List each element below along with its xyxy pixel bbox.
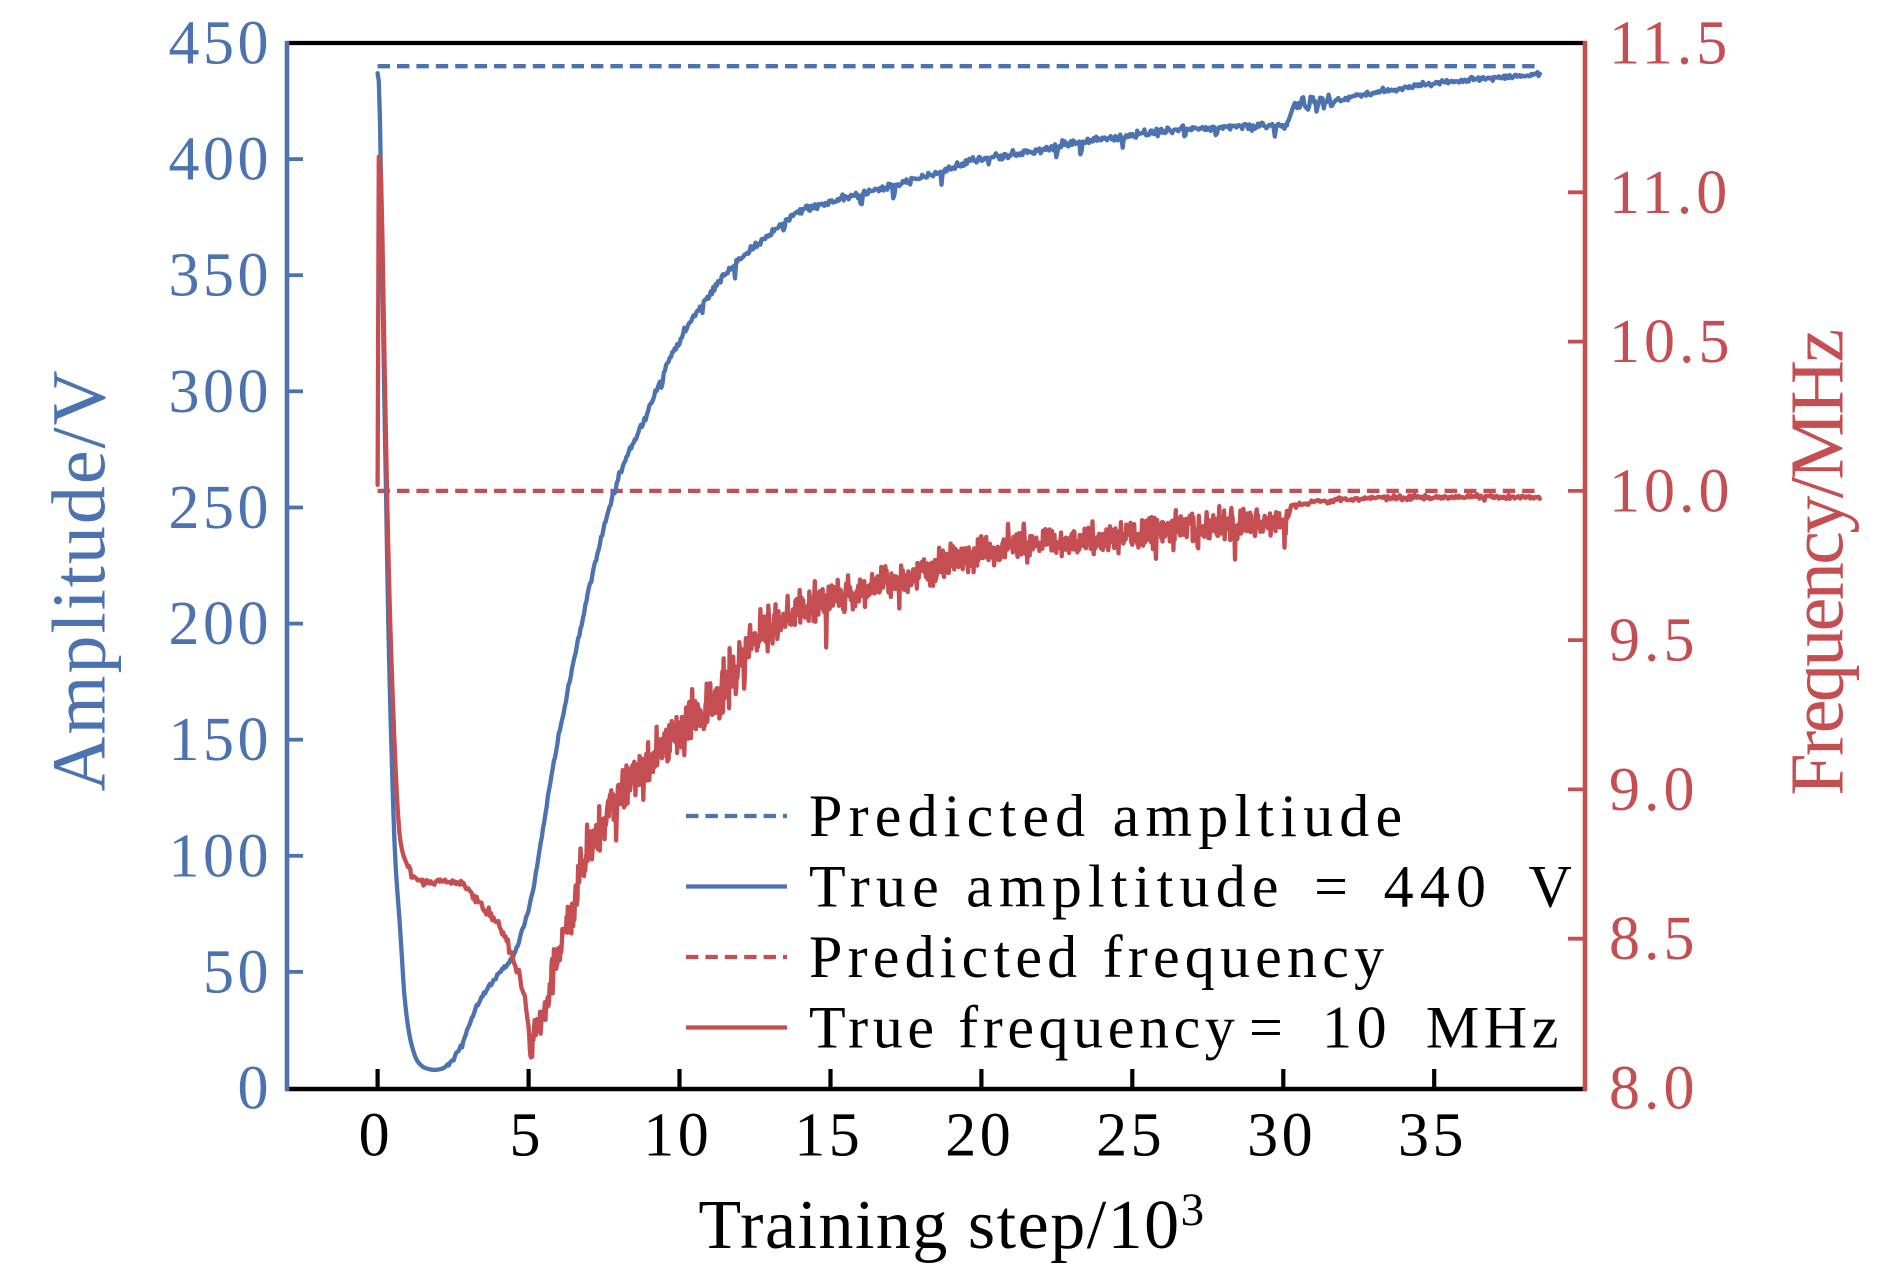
svg-text:Predicted ampltiude: Predicted ampltiude <box>809 783 1408 849</box>
svg-text:35: 35 <box>1398 1102 1467 1170</box>
svg-text:5: 5 <box>510 1102 545 1170</box>
svg-text:250: 250 <box>169 474 273 542</box>
svg-text:150: 150 <box>169 706 273 774</box>
svg-text:11.5: 11.5 <box>1609 10 1731 78</box>
svg-text:10: 10 <box>643 1102 712 1170</box>
svg-text:200: 200 <box>169 590 273 658</box>
svg-text:Frequency/MHz: Frequency/MHz <box>1776 330 1860 795</box>
svg-text:True frequency = 10 MHz: True frequency = 10 MHz <box>809 995 1563 1061</box>
svg-text:30: 30 <box>1247 1102 1316 1170</box>
svg-text:20: 20 <box>945 1102 1014 1170</box>
svg-text:True ampltitude = 440 V: True ampltitude = 440 V <box>809 854 1578 920</box>
svg-text:350: 350 <box>169 242 273 310</box>
svg-text:15: 15 <box>794 1102 863 1170</box>
svg-text:9.5: 9.5 <box>1609 607 1699 675</box>
svg-text:100: 100 <box>169 822 273 890</box>
svg-text:0: 0 <box>238 1055 273 1123</box>
svg-text:50: 50 <box>203 938 272 1006</box>
svg-text:11.0: 11.0 <box>1609 159 1731 227</box>
svg-text:8.0: 8.0 <box>1609 1055 1699 1123</box>
svg-text:25: 25 <box>1096 1102 1165 1170</box>
svg-text:400: 400 <box>169 126 273 194</box>
svg-text:10.5: 10.5 <box>1609 308 1734 376</box>
svg-text:0: 0 <box>359 1102 394 1170</box>
svg-text:9.0: 9.0 <box>1609 756 1699 824</box>
svg-text:Amplitude/V: Amplitude/V <box>38 368 122 791</box>
svg-text:300: 300 <box>169 358 273 426</box>
svg-text:10.0: 10.0 <box>1609 457 1734 525</box>
svg-text:Training step/103: Training step/103 <box>698 1184 1205 1264</box>
svg-text:Predicted frequency: Predicted frequency <box>809 924 1389 990</box>
svg-text:450: 450 <box>169 10 273 78</box>
svg-text:8.5: 8.5 <box>1609 905 1699 973</box>
